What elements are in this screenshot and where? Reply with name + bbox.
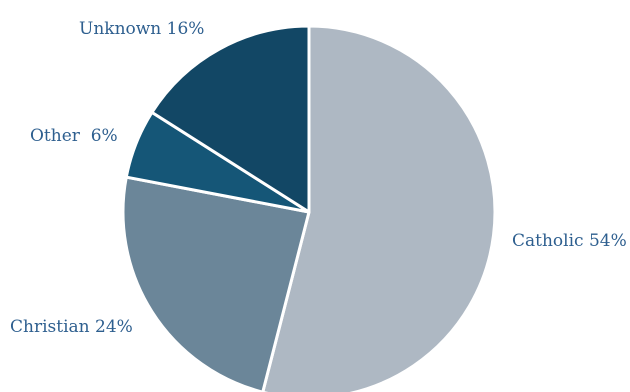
pie-labels: Catholic 54% Christian 24% Other 6% Unknown… [10,19,627,337]
pie-slice-catholic [261,24,497,392]
pie-slice-christian [121,175,311,392]
pie-slices [121,24,497,392]
pie-label-other: Other 6% [30,126,118,146]
pie-label-unknown: Unknown 16% [79,19,204,39]
pie-label-christian: Christian 24% [10,317,133,337]
pie-label-catholic: Catholic 54% [512,231,627,251]
pie-slice-unknown [150,24,311,214]
